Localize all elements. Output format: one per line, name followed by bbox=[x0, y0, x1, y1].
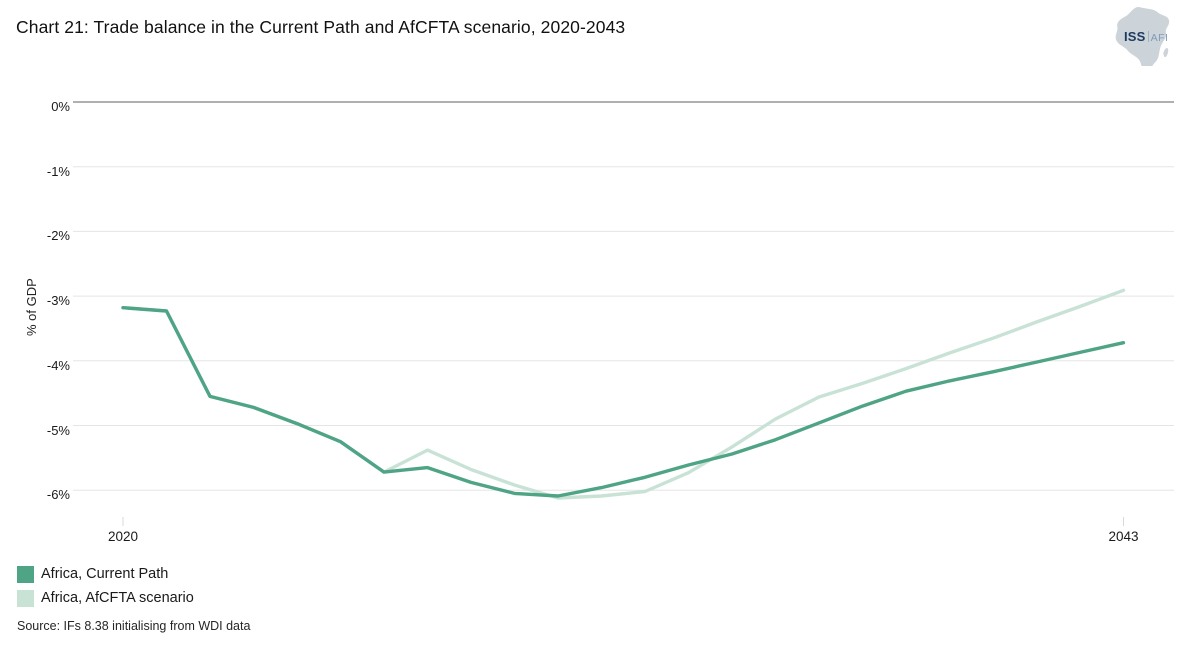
y-axis-tick-label: -4% bbox=[46, 357, 70, 373]
y-axis-tick-label: -2% bbox=[46, 228, 70, 244]
source-note: Source: IFs 8.38 initialising from WDI d… bbox=[17, 619, 251, 633]
logo-iss-text: ISS bbox=[1124, 29, 1146, 44]
y-axis-tick-label: 0% bbox=[51, 99, 70, 114]
legend-label-afcfta: Africa, AfCFTA scenario bbox=[41, 590, 194, 606]
legend-item-afcfta: Africa, AfCFTA scenario bbox=[17, 589, 194, 607]
logo-wordmark: ISS AFI bbox=[1124, 30, 1168, 44]
legend: Africa, Current Path Africa, AfCFTA scen… bbox=[17, 565, 194, 613]
y-axis-tick-label: -1% bbox=[46, 163, 70, 179]
y-axis-tick-label: -3% bbox=[46, 293, 70, 309]
y-axis-tick-label: -5% bbox=[46, 422, 70, 438]
logo-separator bbox=[1147, 31, 1149, 43]
legend-swatch-afcfta bbox=[17, 589, 34, 607]
x-axis-label-2043: 2043 bbox=[1108, 529, 1139, 544]
series-line-current-path bbox=[121, 306, 1126, 498]
legend-label-current-path: Africa, Current Path bbox=[41, 566, 169, 582]
series-line-afcfta-scenario bbox=[121, 288, 1126, 500]
x-axis-label-2020: 2020 bbox=[107, 529, 139, 544]
y-axis-tick-label: -6% bbox=[46, 487, 70, 503]
chart-title: Chart 21: Trade balance in the Current P… bbox=[16, 17, 626, 37]
legend-item-current-path: Africa, Current Path bbox=[17, 565, 194, 583]
iss-afi-logo: ISS AFI bbox=[1102, 6, 1176, 66]
logo-afi-text: AFI bbox=[1150, 32, 1169, 44]
legend-swatch-current-path bbox=[17, 565, 34, 583]
